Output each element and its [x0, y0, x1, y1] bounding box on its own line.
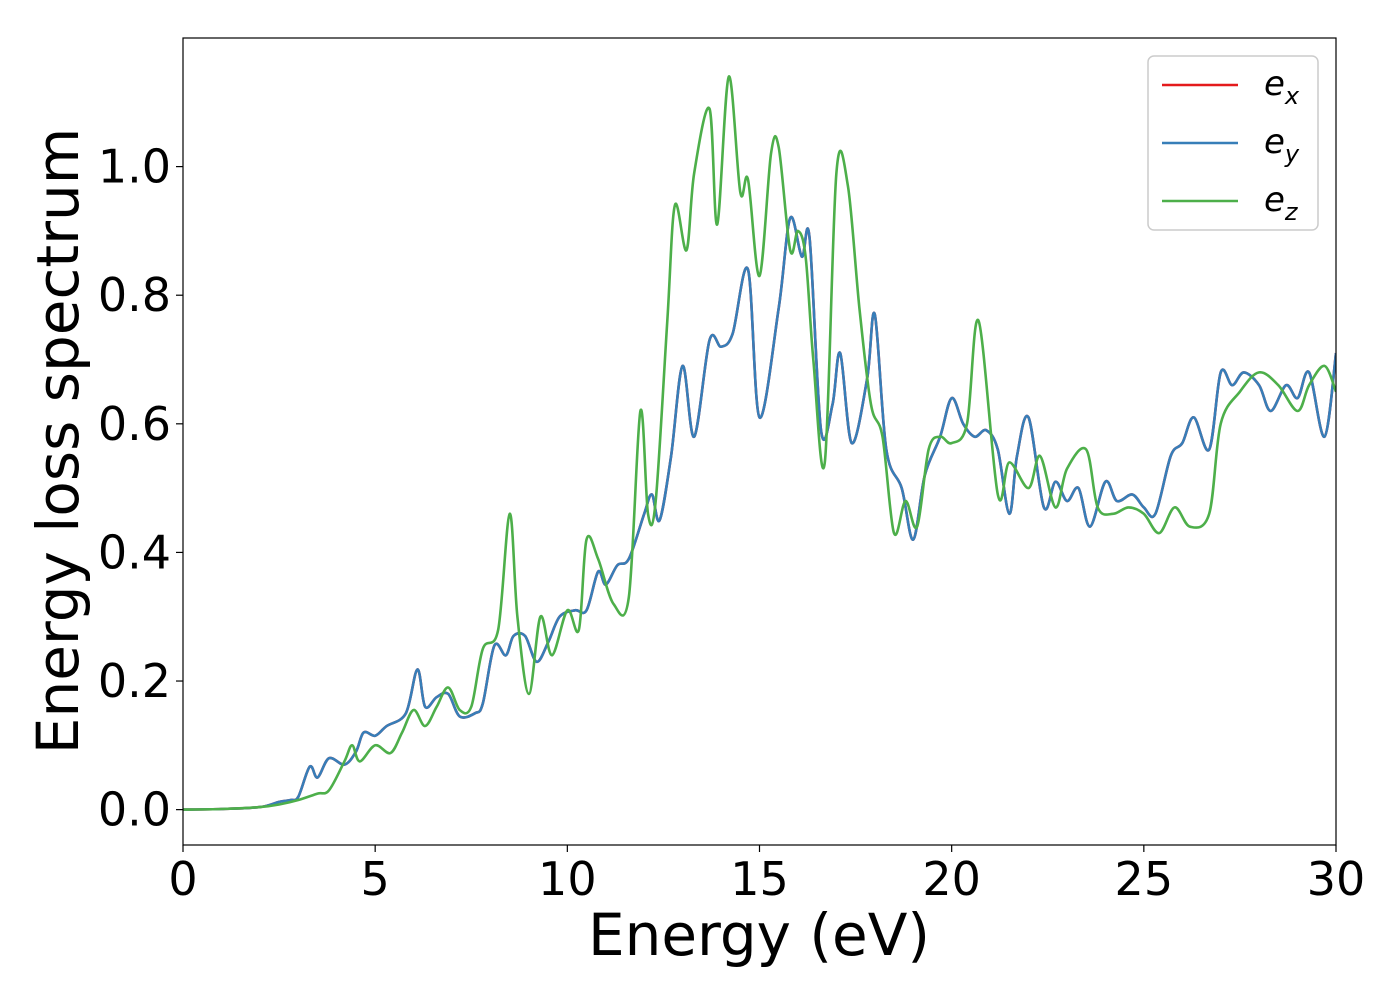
legend-label-e_y: ey — [1264, 122, 1300, 168]
x-tick-label: 10 — [538, 852, 597, 906]
y-tick-label: 0.4 — [98, 525, 171, 579]
series-line-e_z — [183, 75, 1336, 811]
y-tick-label: 1.0 — [98, 140, 171, 194]
y-axis-label: Energy loss spectrum — [24, 128, 92, 754]
plot-lines — [183, 75, 1336, 811]
y-axis-ticks: 0.0 0.2 0.4 0.6 0.8 1.0 — [98, 140, 183, 837]
x-tick-label: 30 — [1307, 852, 1366, 906]
series-line-e_x — [183, 215, 1336, 811]
legend-label-e_z: ez — [1264, 180, 1299, 226]
y-tick-label: 0.2 — [98, 654, 171, 708]
x-axis-label: Energy (eV) — [588, 901, 930, 969]
y-tick-label: 0.6 — [98, 397, 171, 451]
x-tick-label: 0 — [168, 852, 197, 906]
x-tick-label: 5 — [361, 852, 390, 906]
x-tick-label: 20 — [922, 852, 981, 906]
x-tick-label: 15 — [730, 852, 789, 906]
series-line-e_y — [183, 215, 1336, 811]
y-tick-label: 0.8 — [98, 268, 171, 322]
legend: ex ey ez — [1147, 55, 1319, 231]
x-axis-ticks: 0 5 10 15 20 25 30 — [168, 845, 1365, 906]
x-tick-label: 25 — [1115, 852, 1174, 906]
legend-label-e_x: ex — [1264, 64, 1300, 110]
y-tick-label: 0.0 — [98, 783, 171, 837]
